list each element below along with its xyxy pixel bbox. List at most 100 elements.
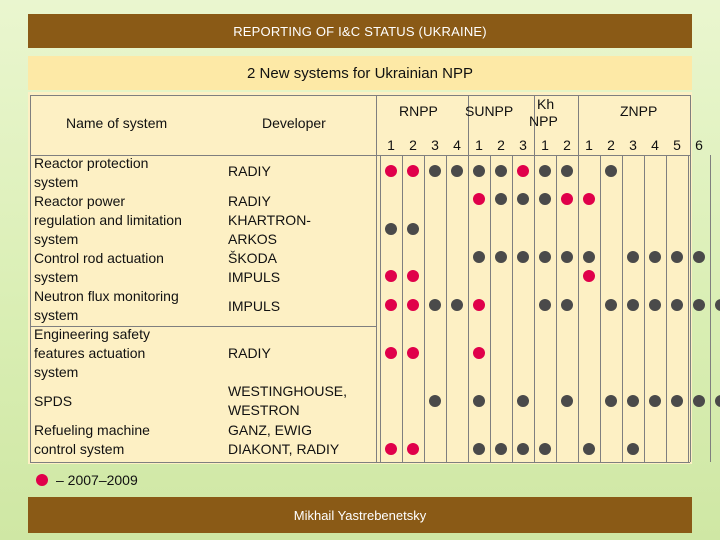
new-system-marker	[583, 270, 595, 282]
developer-line: WESTRON	[228, 402, 300, 418]
existing-system-marker	[473, 443, 485, 455]
grid-line	[30, 326, 376, 327]
new-system-marker	[385, 299, 397, 311]
grid-line	[622, 155, 623, 462]
existing-system-marker	[605, 165, 617, 177]
developer-line: RADIY	[228, 193, 271, 209]
existing-system-marker	[429, 299, 441, 311]
system-name-line: SPDS	[34, 393, 73, 409]
system-name-line: Reactor power	[34, 193, 126, 209]
existing-system-marker	[561, 395, 573, 407]
existing-system-marker	[451, 299, 463, 311]
existing-system-marker	[561, 251, 573, 263]
developer-line: IMPULS	[228, 298, 281, 314]
existing-system-marker	[583, 251, 595, 263]
grid-line	[30, 95, 690, 96]
developer-line: RADIY	[228, 163, 271, 179]
grid-line	[376, 95, 377, 462]
grid-line	[30, 95, 31, 462]
new-system-marker	[561, 193, 573, 205]
unit-number: 3	[629, 137, 637, 153]
new-system-marker	[473, 299, 485, 311]
grid-line	[468, 155, 469, 462]
new-system-marker	[407, 299, 419, 311]
unit-number: 2	[563, 137, 571, 153]
new-system-marker	[473, 347, 485, 359]
grid-line	[30, 462, 690, 463]
unit-number: 6	[695, 137, 703, 153]
grid-line	[710, 155, 711, 462]
plant-header-rnpp: RNPP	[399, 103, 438, 119]
existing-system-marker	[561, 299, 573, 311]
developer-line: DIAKONT, RADIY	[228, 441, 340, 457]
grid-line	[534, 95, 535, 155]
unit-number: 1	[541, 137, 549, 153]
grid-line	[690, 95, 691, 462]
unit-number: 4	[453, 137, 461, 153]
existing-system-marker	[495, 251, 507, 263]
plant-header-sunpp: SUNPP	[465, 103, 514, 119]
unit-number: 1	[387, 137, 395, 153]
grid-line	[688, 155, 689, 462]
legend-marker	[36, 474, 48, 486]
existing-system-marker	[473, 251, 485, 263]
existing-system-marker	[671, 395, 683, 407]
existing-system-marker	[517, 395, 529, 407]
new-system-marker	[385, 347, 397, 359]
existing-system-marker	[495, 165, 507, 177]
existing-system-marker	[693, 299, 705, 311]
new-system-marker	[385, 165, 397, 177]
existing-system-marker	[429, 395, 441, 407]
existing-system-marker	[605, 299, 617, 311]
existing-system-marker	[539, 165, 551, 177]
system-name-line: Engineering safety	[34, 326, 150, 342]
existing-system-marker	[605, 395, 617, 407]
new-system-marker	[473, 193, 485, 205]
plant-header-khnpp-line2: NPP	[529, 113, 558, 129]
existing-system-marker	[627, 443, 639, 455]
grid-line	[512, 155, 513, 462]
grid-line	[30, 155, 690, 156]
grid-line	[446, 155, 447, 462]
system-name-line: system	[34, 174, 79, 190]
system-name-line: Refueling machine	[34, 422, 150, 438]
existing-system-marker	[693, 395, 705, 407]
grid-line	[424, 155, 425, 462]
col-header-developer: Developer	[262, 115, 326, 131]
legend-text: – 2007–2009	[56, 472, 138, 488]
system-name-line: Reactor protection	[34, 155, 149, 171]
existing-system-marker	[539, 443, 551, 455]
existing-system-marker	[473, 165, 485, 177]
existing-system-marker	[539, 299, 551, 311]
unit-number: 2	[497, 137, 505, 153]
new-system-marker	[407, 443, 419, 455]
footer-bar: Mikhail Yastrebenetsky	[28, 497, 692, 533]
existing-system-marker	[517, 193, 529, 205]
existing-system-marker	[385, 223, 397, 235]
unit-number: 1	[585, 137, 593, 153]
new-system-marker	[407, 347, 419, 359]
system-name-line: control system	[34, 441, 125, 457]
existing-system-marker	[539, 251, 551, 263]
grid-line	[402, 155, 403, 462]
existing-system-marker	[473, 395, 485, 407]
existing-system-marker	[517, 443, 529, 455]
new-system-marker	[517, 165, 529, 177]
header-bar: REPORTING OF I&C STATUS (UKRAINE)	[28, 14, 692, 48]
footer-author: Mikhail Yastrebenetsky	[293, 507, 427, 523]
system-name-line: system	[34, 269, 79, 285]
grid-line	[380, 155, 381, 462]
new-system-marker	[385, 270, 397, 282]
grid-line	[468, 95, 469, 155]
unit-number: 3	[431, 137, 439, 153]
existing-system-marker	[451, 165, 463, 177]
existing-system-marker	[627, 251, 639, 263]
system-name-line: features actuation	[34, 345, 146, 361]
grid-line	[666, 155, 667, 462]
system-name-line: system	[34, 364, 79, 380]
developer-line: IMPULS	[228, 269, 281, 285]
unit-number: 3	[519, 137, 527, 153]
status-table	[28, 92, 692, 464]
grid-line	[644, 155, 645, 462]
existing-system-marker	[715, 395, 720, 407]
